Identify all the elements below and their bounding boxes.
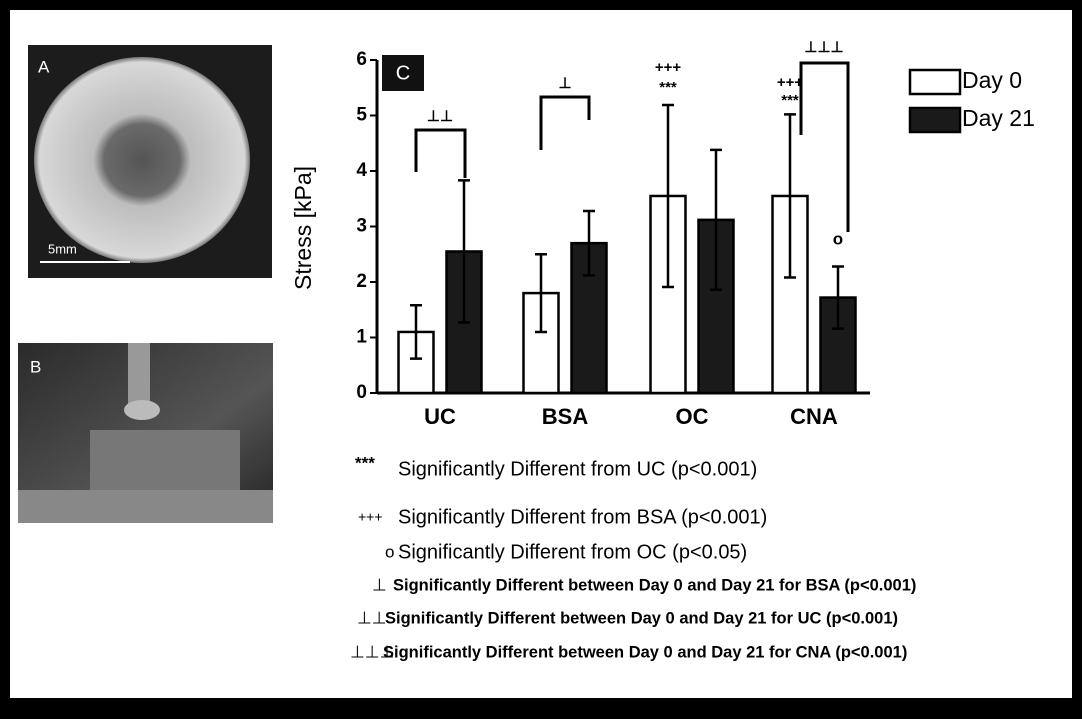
note-text: Significantly Different between Day 0 an… (393, 576, 916, 594)
note-symbol: ⊥ (372, 575, 387, 594)
sample-disk (34, 57, 250, 263)
y-axis-label: Stress [kPa] (290, 166, 316, 290)
note-symbol: ⊥⊥ (357, 608, 387, 627)
note-symbol: o (385, 542, 394, 561)
annotation: +++ (655, 59, 682, 76)
y-tick-label: 3 (356, 216, 367, 237)
annotation: ⊥ (558, 75, 571, 92)
note-text: Significantly Different from BSA (p<0.00… (398, 506, 767, 528)
panel-label: C (396, 62, 410, 84)
legend-label: Day 21 (962, 105, 1035, 131)
annotation: *** (781, 92, 799, 109)
note-text: Significantly Different between Day 0 an… (383, 643, 907, 661)
note-symbol: *** (355, 453, 375, 472)
x-tick-label: UC (424, 404, 456, 429)
note-symbol: +++ (358, 509, 383, 525)
y-tick-label: 0 (356, 382, 367, 403)
scale-label: 5mm (48, 241, 77, 256)
annotation: *** (659, 79, 677, 96)
x-tick-label: CNA (790, 404, 838, 429)
y-tick-label: 5 (356, 105, 367, 126)
photo-b-base (18, 490, 273, 523)
annotation: ⊥⊥⊥ (804, 39, 843, 56)
photo-b-sample (124, 400, 160, 420)
x-tick-label: OC (676, 404, 709, 429)
note-text: Significantly Different from OC (p<0.05) (398, 541, 747, 563)
y-tick-label: 4 (356, 160, 367, 181)
note-text: Significantly Different between Day 0 an… (385, 609, 898, 627)
annotation: +++ (777, 74, 804, 91)
annotation: ⊥⊥ (427, 108, 453, 125)
photo-b-stage (90, 430, 240, 490)
legend-label: Day 0 (962, 67, 1022, 93)
x-tick-label: BSA (542, 404, 589, 429)
figure: A 5mm B C Stress [kPa] 0 1 2 3 4 5 6 UC BSA OC CNA… (0, 0, 1082, 719)
panel-label: A (38, 57, 50, 76)
annotation: o (833, 229, 843, 248)
y-tick-label: 1 (356, 327, 367, 348)
legend-swatch (910, 108, 960, 132)
legend-swatch (910, 70, 960, 94)
panel-label: B (30, 357, 41, 376)
y-tick-label: 2 (356, 271, 367, 292)
note-text: Significantly Different from UC (p<0.001… (398, 458, 757, 480)
y-tick-label: 6 (356, 49, 367, 70)
